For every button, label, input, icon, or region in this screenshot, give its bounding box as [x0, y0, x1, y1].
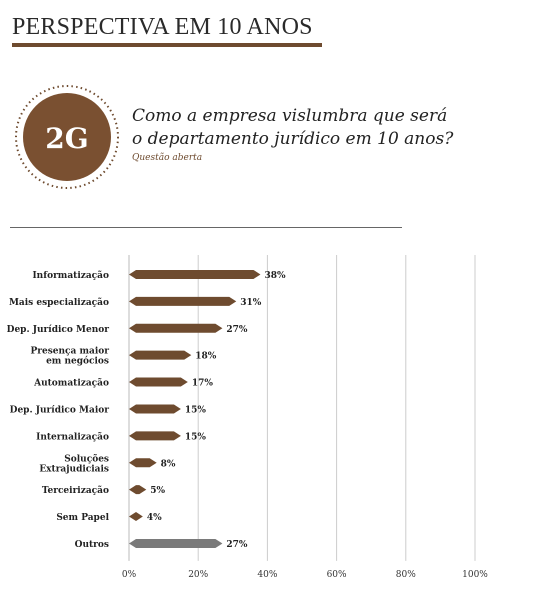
category-label: Dep. Jurídico Menor [7, 324, 110, 335]
bar [129, 404, 181, 414]
bar-value-label: 17% [192, 379, 214, 389]
bar [129, 377, 188, 387]
category-label: Outros [75, 540, 109, 550]
badge-label: 2G [45, 122, 88, 155]
bar [129, 458, 157, 468]
bar-value-label: 15% [185, 432, 207, 442]
bar-value-label: 8% [161, 459, 176, 469]
bar-value-label: 27% [226, 325, 248, 335]
x-tick-label: 40% [257, 570, 277, 580]
bar [129, 323, 223, 333]
category-label: em negócios [46, 356, 109, 367]
bar-value-label: 31% [240, 298, 262, 308]
category-label: Presença maior [30, 347, 109, 357]
category-label: Internalização [36, 431, 109, 442]
bar-value-label: 27% [226, 540, 248, 550]
bar [129, 350, 192, 360]
bar [129, 485, 147, 495]
badge-graphic: 2G [15, 85, 119, 189]
bar [129, 538, 223, 548]
badge-dotted-ring [15, 85, 119, 189]
x-tick-label: 20% [188, 570, 208, 580]
category-label: Soluções [64, 453, 109, 464]
question-line-1: Como a empresa vislumbra que será [132, 106, 448, 126]
category-label: Extrajudiciais [39, 464, 109, 474]
question-line-2: o departamento jurídico em 10 anos? [132, 129, 454, 149]
question-block: Como a empresa vislumbra que será o depa… [132, 105, 453, 164]
x-tick-label: 100% [462, 570, 488, 580]
category-label: Terceirização [42, 485, 109, 496]
category-label: Informatização [32, 270, 109, 281]
bar-value-label: 38% [264, 271, 286, 281]
bar [129, 512, 143, 522]
bar-value-label: 4% [147, 513, 162, 523]
question-badge: 2G [12, 82, 122, 192]
bar [129, 269, 261, 279]
bar-value-label: 15% [185, 405, 207, 415]
bar-value-label: 5% [150, 486, 165, 496]
bar-value-label: 18% [195, 352, 217, 362]
bar [129, 431, 181, 441]
bar-chart: 0% 20% 40% 60% 80% 100% 38% Informatização 31% Ma… [7, 255, 488, 580]
category-label: Dep. Jurídico Maior [10, 404, 110, 415]
category-label: Mais especialização [9, 297, 109, 308]
title-underline [12, 43, 322, 47]
section-divider [10, 227, 402, 228]
category-label: Automatização [33, 378, 109, 389]
x-tick-label: 60% [327, 570, 347, 580]
bar [129, 296, 237, 306]
page-title: PERSPECTIVA EM 10 ANOS [12, 14, 313, 40]
x-tick-label: 0% [122, 570, 137, 580]
badge-circle [23, 93, 111, 181]
question-note: Questão aberta [132, 153, 203, 163]
x-tick-label: 80% [396, 570, 416, 580]
category-label: Sem Papel [56, 513, 109, 523]
